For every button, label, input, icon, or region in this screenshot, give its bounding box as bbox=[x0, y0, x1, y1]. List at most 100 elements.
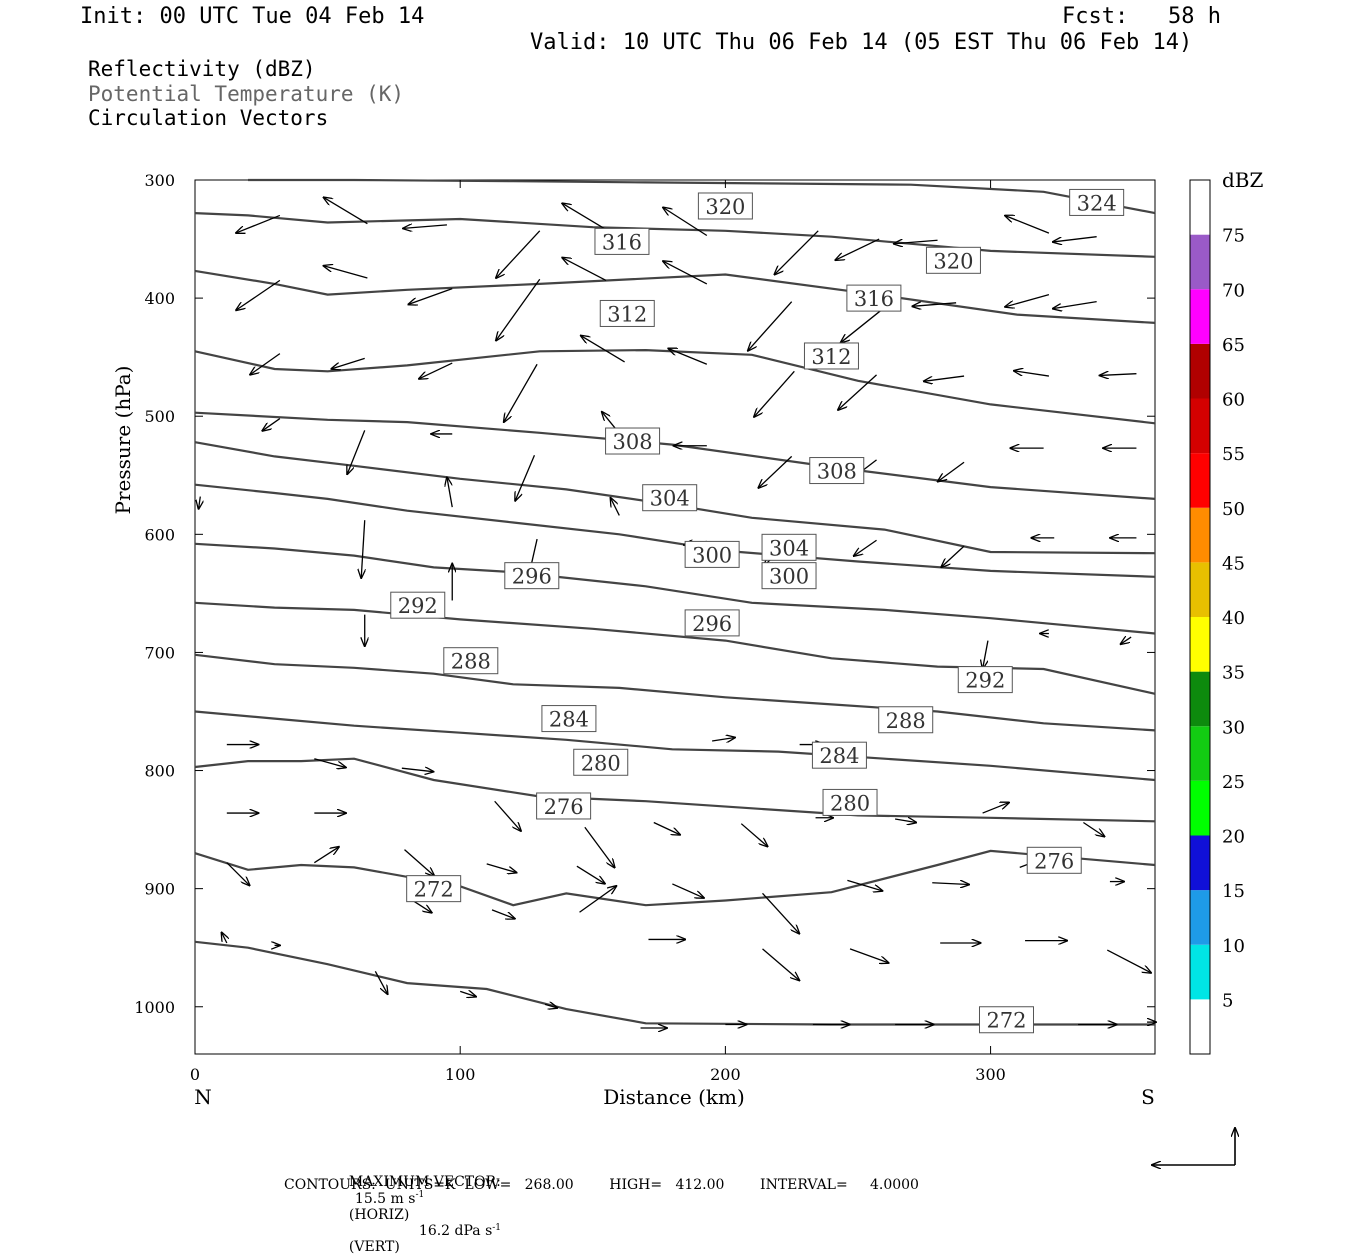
contour-label-text: 312 bbox=[607, 302, 647, 326]
contour-label-box bbox=[684, 540, 740, 568]
circulation-vector bbox=[374, 971, 387, 994]
contour-label-text: 312 bbox=[811, 345, 851, 369]
contour-label: 280 bbox=[822, 788, 878, 816]
max-vector-line: MAXIMUM VECTOR: 15.5 m s-1 (HORIZ) 16.2 … bbox=[348, 1174, 502, 1255]
circulation-vector bbox=[404, 849, 435, 876]
y-tick-label: 700 bbox=[144, 643, 175, 662]
contour-info: CONTOURS: UNITS=K LOW= 268.00 HIGH= 412.… bbox=[284, 1177, 919, 1193]
colorbar-label: 45 bbox=[1222, 553, 1245, 574]
colorbar: 5 10 15 20 25 30 35 40 45 50 55 60 65 70 75 bbox=[1189, 179, 1245, 1055]
circulation-vector bbox=[1121, 637, 1132, 644]
contour-label-box bbox=[536, 792, 592, 820]
contour-label-box bbox=[697, 192, 753, 220]
colorbar-label: 15 bbox=[1222, 881, 1245, 902]
contour-label-text: 280 bbox=[830, 791, 870, 815]
circulation-vector bbox=[459, 991, 476, 996]
contour-label: 276 bbox=[1026, 846, 1082, 874]
colorbar-swatch bbox=[1190, 617, 1210, 672]
circulation-vector bbox=[847, 879, 882, 891]
contour-label-text: 316 bbox=[602, 230, 642, 254]
colorbar-label: 50 bbox=[1222, 499, 1245, 520]
contour-label: 272 bbox=[978, 1006, 1034, 1034]
theta-contour-276 bbox=[194, 849, 1156, 907]
contour-label-text: 288 bbox=[451, 650, 491, 674]
circulation-vector bbox=[222, 932, 227, 944]
circulation-vector bbox=[611, 498, 620, 516]
colorbar-swatch bbox=[1190, 944, 1210, 1000]
contour-label: 292 bbox=[957, 666, 1013, 694]
contour-label-box bbox=[443, 647, 499, 675]
circulation-vector bbox=[403, 225, 447, 229]
contour-label-text: 276 bbox=[1034, 849, 1074, 873]
contour-label-text: 276 bbox=[544, 795, 584, 819]
circulation-vector bbox=[584, 826, 615, 867]
colorbar-label: 65 bbox=[1222, 335, 1245, 356]
circulation-vector bbox=[324, 197, 368, 225]
circulation-vector bbox=[581, 336, 625, 363]
circulation-vector bbox=[982, 803, 1009, 814]
circulation-vector bbox=[668, 348, 708, 365]
circulation-vector bbox=[236, 279, 281, 310]
circulation-vector bbox=[894, 240, 938, 244]
circulation-vector bbox=[262, 418, 281, 431]
contour-label: 284 bbox=[811, 741, 867, 769]
endpoint-left: N bbox=[194, 1085, 212, 1109]
circulation-vector bbox=[314, 758, 346, 768]
colorbar-swatch bbox=[1190, 726, 1210, 781]
contour-label-box bbox=[1026, 846, 1082, 874]
contour-label: 280 bbox=[573, 748, 629, 776]
contour-label: 288 bbox=[878, 706, 934, 734]
contour-label: 312 bbox=[803, 342, 859, 370]
circulation-vector bbox=[849, 948, 889, 963]
circulation-vector bbox=[740, 823, 767, 847]
theta-contour-324 bbox=[248, 178, 1156, 215]
contour-label-text: 300 bbox=[692, 543, 732, 567]
contour-label: 284 bbox=[541, 705, 597, 733]
circulation-vector bbox=[663, 208, 708, 237]
colorbar-label: 60 bbox=[1222, 390, 1245, 411]
forecast-hour: Fcst: 58 h bbox=[1062, 4, 1221, 29]
circulation-vector bbox=[932, 883, 969, 885]
legend-potential-temperature: Potential Temperature (K) bbox=[88, 82, 405, 106]
circulation-vector bbox=[515, 454, 536, 501]
reference-vector-icon bbox=[1152, 1128, 1235, 1165]
contour-label-text: 296 bbox=[692, 612, 732, 636]
theta-contour-316 bbox=[194, 269, 1156, 324]
circulation-vector bbox=[895, 819, 916, 823]
circulation-vector bbox=[1053, 236, 1097, 242]
colorbar-swatch bbox=[1190, 835, 1210, 891]
circulation-vector bbox=[408, 288, 453, 305]
x-tick-label: 100 bbox=[445, 1065, 476, 1084]
y-tick-label: 800 bbox=[144, 762, 175, 781]
circulation-vector bbox=[762, 948, 800, 981]
theta-contour-304 bbox=[194, 441, 1156, 555]
circulation-vector bbox=[347, 430, 366, 474]
colorbar-label: 55 bbox=[1222, 444, 1245, 465]
contour-label-box bbox=[573, 748, 629, 776]
contour-label-box bbox=[684, 609, 740, 637]
contour-label: 300 bbox=[761, 562, 817, 590]
circulation-vector bbox=[1014, 371, 1050, 377]
contour-label-box bbox=[541, 705, 597, 733]
colorbar-swatch bbox=[1190, 343, 1210, 399]
contour-label: 288 bbox=[443, 647, 499, 675]
circulation-vector bbox=[1100, 374, 1137, 376]
contour-label-text: 316 bbox=[854, 287, 894, 311]
circulation-vector bbox=[447, 477, 453, 508]
contour-label: 308 bbox=[605, 427, 661, 455]
contour-labels: 320 324 316 320 312 316 312 308 308 304 304 300 300 2… bbox=[390, 188, 1125, 1034]
circulation-vector bbox=[504, 363, 538, 422]
contour-label-box bbox=[957, 666, 1013, 694]
colorbar-swatch bbox=[1190, 780, 1210, 836]
contour-label-text: 288 bbox=[886, 709, 926, 733]
max-vector-vert: 16.2 dPa s bbox=[418, 1223, 493, 1240]
colorbar-unit: dBZ bbox=[1222, 168, 1264, 192]
colorbar-swatch bbox=[1190, 453, 1210, 508]
theta-contour-288 bbox=[194, 653, 1156, 732]
contour-label-box bbox=[599, 299, 655, 327]
contour-label-text: 320 bbox=[705, 195, 745, 219]
y-tick-label: 300 bbox=[144, 171, 175, 190]
circulation-vector bbox=[419, 362, 453, 379]
circulation-vector bbox=[324, 266, 368, 279]
circulation-vector bbox=[562, 203, 607, 231]
